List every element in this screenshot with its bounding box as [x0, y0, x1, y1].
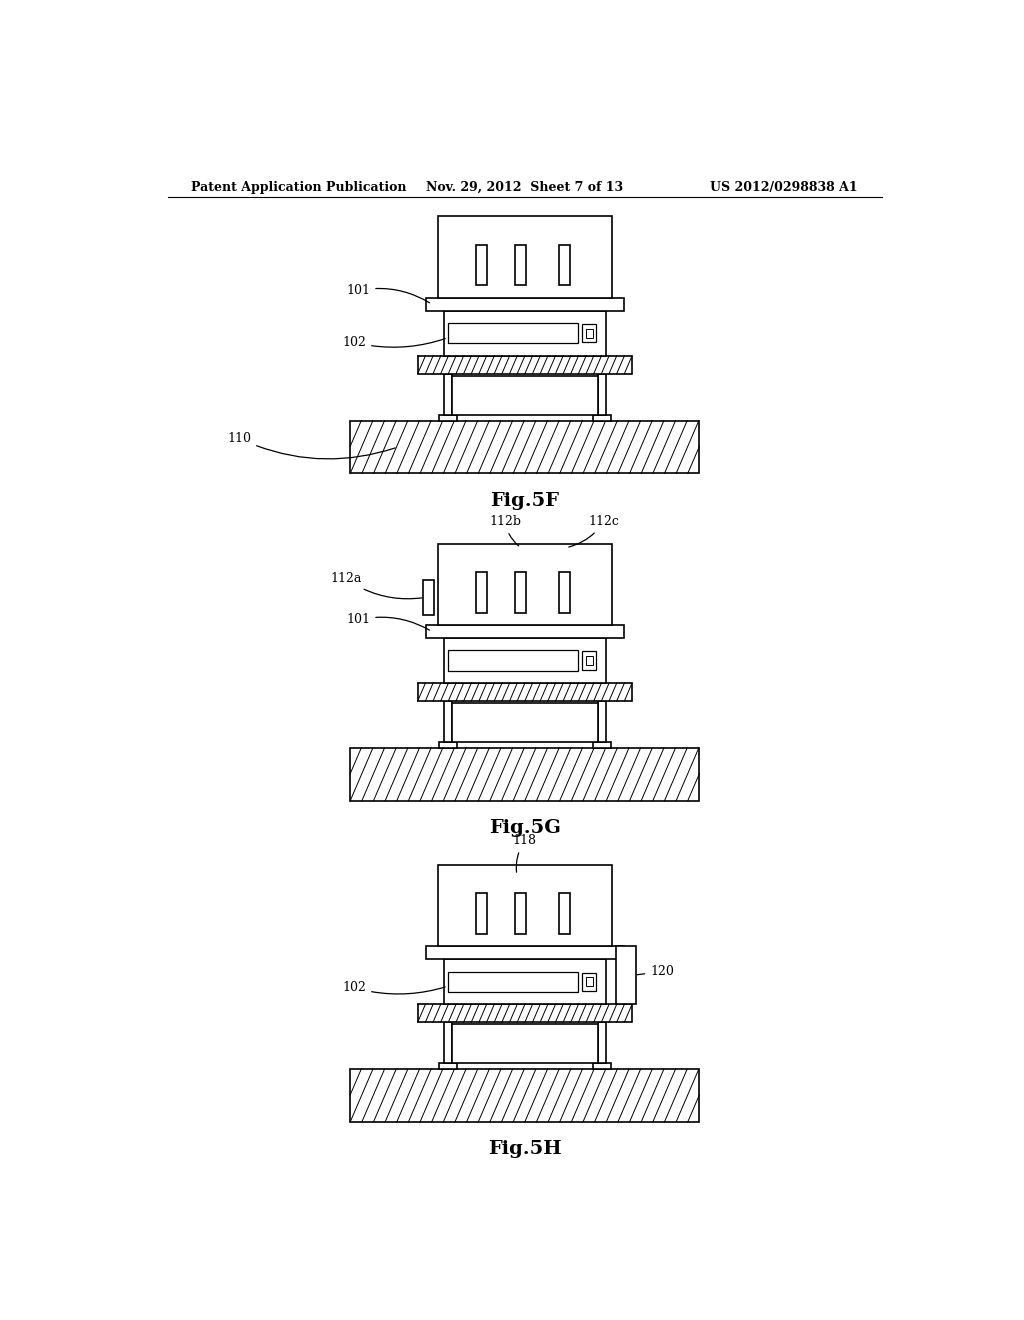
- Bar: [582, 651, 596, 669]
- Bar: [616, 946, 636, 1005]
- Bar: [559, 894, 570, 935]
- Bar: [439, 742, 457, 748]
- Text: 102: 102: [342, 981, 445, 994]
- Bar: [447, 323, 578, 343]
- Text: 110: 110: [227, 432, 395, 459]
- Text: 120: 120: [637, 965, 674, 978]
- Text: 112c: 112c: [568, 515, 620, 546]
- Text: 101: 101: [346, 614, 429, 630]
- Bar: [437, 544, 612, 624]
- Bar: [559, 572, 570, 612]
- Text: US 2012/0298838 A1: US 2012/0298838 A1: [711, 181, 858, 194]
- Bar: [443, 310, 606, 355]
- Bar: [452, 376, 598, 414]
- Bar: [426, 946, 624, 960]
- Bar: [350, 1069, 699, 1122]
- Text: Fig.5F: Fig.5F: [490, 492, 559, 510]
- Bar: [418, 1005, 632, 1022]
- Bar: [582, 325, 596, 342]
- Bar: [437, 216, 612, 297]
- Bar: [439, 414, 457, 421]
- Bar: [350, 421, 699, 474]
- Bar: [598, 374, 606, 414]
- Bar: [418, 355, 632, 374]
- Bar: [559, 244, 570, 285]
- Bar: [586, 977, 593, 986]
- Text: 102: 102: [342, 335, 445, 348]
- Bar: [443, 374, 452, 414]
- Bar: [447, 972, 578, 991]
- Bar: [515, 894, 526, 935]
- Bar: [586, 329, 593, 338]
- Bar: [452, 1024, 598, 1063]
- Bar: [437, 865, 612, 946]
- Bar: [593, 414, 610, 421]
- Bar: [598, 701, 606, 742]
- Text: Nov. 29, 2012  Sheet 7 of 13: Nov. 29, 2012 Sheet 7 of 13: [426, 181, 624, 194]
- Text: Fig.5G: Fig.5G: [488, 818, 561, 837]
- Bar: [593, 742, 610, 748]
- Bar: [515, 572, 526, 612]
- Bar: [418, 682, 632, 701]
- Text: 112a: 112a: [331, 573, 422, 599]
- Bar: [598, 1022, 606, 1063]
- Text: Fig.5H: Fig.5H: [488, 1140, 561, 1158]
- Bar: [475, 244, 486, 285]
- Bar: [443, 960, 606, 1005]
- Bar: [586, 656, 593, 665]
- Bar: [475, 572, 486, 612]
- Bar: [452, 704, 598, 742]
- Bar: [350, 748, 699, 801]
- Bar: [443, 701, 452, 742]
- Bar: [426, 624, 624, 638]
- Bar: [423, 581, 434, 615]
- Text: 118: 118: [513, 834, 537, 873]
- Bar: [515, 244, 526, 285]
- Bar: [426, 297, 624, 312]
- Bar: [593, 1063, 610, 1069]
- Bar: [443, 1022, 452, 1063]
- Bar: [439, 1063, 457, 1069]
- Bar: [447, 651, 578, 671]
- Text: 101: 101: [346, 284, 430, 302]
- Bar: [443, 638, 606, 682]
- Text: 112b: 112b: [489, 515, 521, 546]
- Bar: [582, 973, 596, 991]
- Bar: [475, 894, 486, 935]
- Text: Patent Application Publication: Patent Application Publication: [191, 181, 407, 194]
